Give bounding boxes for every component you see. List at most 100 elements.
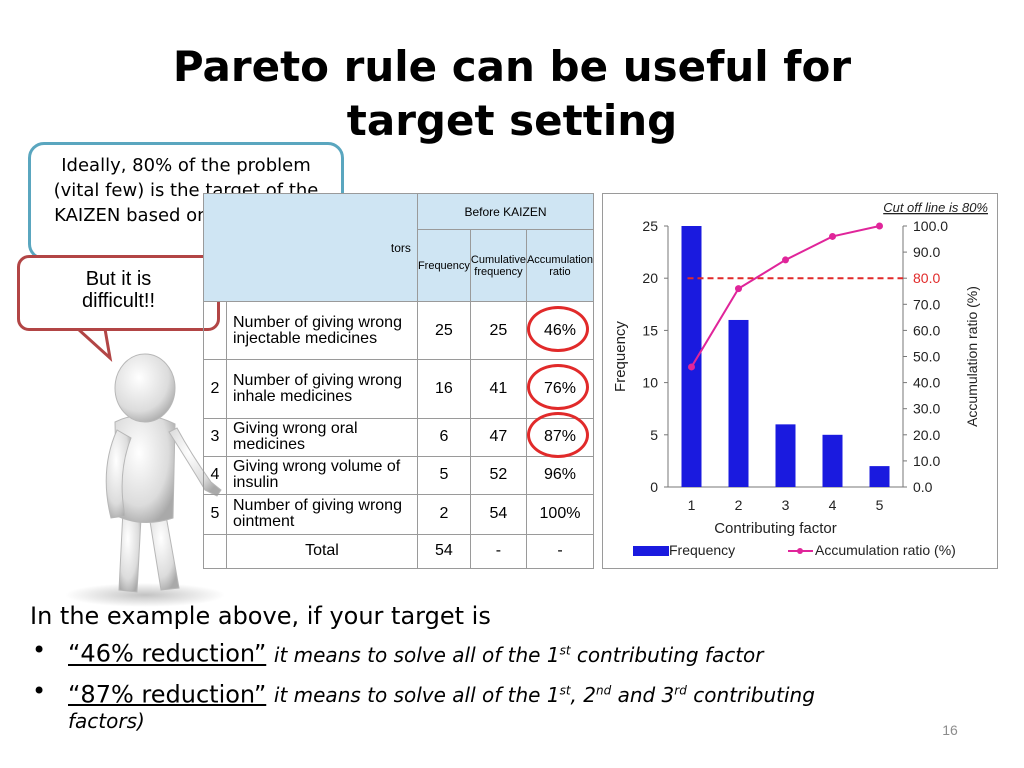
row-factor-name: Number of giving wrong ointment (226, 493, 418, 535)
row-accum-ratio: 87% (525, 412, 595, 459)
frequency-header: Frequency (416, 229, 471, 303)
y-right-tick-label: 100.0 (913, 218, 948, 234)
slide-title: Pareto rule can be useful for target set… (90, 40, 934, 148)
description-part: contributing (686, 683, 815, 708)
pareto-chart: 05101520250.010.020.030.040.050.060.070.… (612, 200, 988, 558)
bullet-highlight: “46% reduction” (68, 639, 267, 668)
row-index-text: 4 (210, 466, 220, 484)
y-tick-label: 25 (642, 218, 658, 234)
row-cumulative-text: 47 (489, 428, 508, 446)
accumulation-point (688, 363, 695, 371)
row-cumulative: 52 (469, 455, 527, 495)
table-row: 3 Giving wrong oral medicines 6 47 87% (203, 412, 595, 459)
legend-frequency-swatch (633, 546, 669, 556)
ordinal-suffix: st (559, 643, 571, 657)
row-cumulative-text: 25 (489, 321, 508, 339)
y-tick-label: 15 (642, 322, 658, 338)
row-accum-ratio-text: 100% (539, 505, 581, 523)
legend-accumulation-label: Accumulation ratio (%) (815, 542, 956, 558)
frequency-bar (822, 434, 843, 487)
table-row: 2 Number of giving wrong inhale medicines… (203, 359, 595, 419)
highlight-circle (526, 412, 589, 459)
x-tick-label: 4 (829, 497, 837, 513)
frequency-bar (775, 424, 796, 487)
difficult-callout-text: But it is difficult!! (82, 268, 155, 312)
frequency-bar (869, 466, 890, 487)
page-number: 16 (942, 722, 958, 738)
row-cumulative: 47 (469, 417, 527, 457)
y-right-tick-label: 70.0 (913, 296, 940, 312)
row-index: 2 (203, 359, 227, 419)
row-cumulative: 54 (469, 493, 527, 535)
row-frequency: 16 (416, 359, 471, 419)
row-accum-ratio: 46% (525, 301, 595, 361)
row-index: 5 (203, 493, 227, 535)
y-tick-label: 0 (650, 479, 658, 495)
pareto-table: tors Before KAIZEN Frequency Cumulative … (203, 192, 595, 570)
highlight-circle (526, 363, 589, 410)
description-part: , 2 (570, 683, 596, 708)
description-part: and 3 (611, 683, 675, 708)
ordinal-suffix: st (559, 683, 571, 698)
legend-frequency-label: Frequency (669, 542, 735, 558)
row-cumulative: 25 (469, 301, 527, 361)
x-tick-label: 1 (688, 497, 696, 513)
total-freq: 54 (416, 533, 471, 570)
description-part: it means to solve all of the 1 (273, 683, 560, 708)
row-index-text: 2 (210, 379, 220, 397)
ordinal-suffix: nd (595, 683, 612, 698)
row-accum-ratio: 96% (525, 455, 595, 495)
row-frequency: 5 (416, 455, 471, 495)
frequency-bar (681, 226, 702, 487)
row-factor-name-text: Giving wrong oral medicines (233, 420, 358, 454)
row-frequency: 2 (416, 493, 471, 535)
row-accum-ratio: 100% (525, 493, 595, 535)
y-tick-label: 10 (642, 375, 658, 391)
cutoff-label: Cut off line is 80% (883, 200, 988, 215)
row-frequency: 25 (416, 301, 471, 361)
pareto-chart-frame: 0 5 10 15 20 25 0.0 10.0 20.0 30.0 40.0 50.0 60.0 70.… (602, 193, 998, 569)
lead-text: In the example above, if your target is (30, 602, 491, 630)
bullet-item: • “46% reduction” it means to solve all o… (30, 632, 990, 673)
y-axis-label-right: Accumulation ratio (%) (964, 286, 980, 427)
table-row: 4 Giving wrong volume of insulin 5 52 96% (203, 455, 595, 495)
stick-figure-illustration (65, 353, 225, 607)
x-tick-label: 5 (876, 497, 884, 513)
y-right-tick-label: 30.0 (913, 401, 940, 417)
y-right-tick-label: 60.0 (913, 322, 940, 338)
row-frequency-text: 16 (435, 379, 453, 397)
highlight-circle (526, 305, 589, 352)
table-row: 5 Number of giving wrong ointment 2 54 100% (203, 493, 595, 535)
legend-accumulation-swatch-point (797, 548, 803, 554)
y-right-tick-label: 80.0 (913, 270, 940, 286)
row-factor-name: Giving wrong oral medicines (226, 417, 418, 457)
accumulation-point (782, 256, 789, 264)
row-frequency-text: 25 (435, 321, 453, 339)
accumulation-point (876, 222, 883, 230)
total-idx (203, 533, 227, 570)
x-tick-label: 2 (735, 497, 743, 513)
total-label: Total (226, 533, 418, 570)
y-tick-label: 5 (650, 427, 658, 443)
row-accum-ratio: 76% (525, 359, 595, 419)
x-axis-label: Contributing factor (714, 520, 837, 537)
y-right-tick-label: 50.0 (913, 349, 940, 365)
continuation-text: factors) (68, 709, 145, 734)
y-right-tick-label: 90.0 (913, 244, 940, 260)
accumulation-line (690, 225, 880, 368)
y-right-tick-label: 40.0 (913, 375, 940, 391)
row-cumulative-text: 52 (489, 466, 508, 484)
y-right-tick-label: 0.0 (913, 479, 933, 495)
frequency-bar (728, 319, 749, 487)
table-row: Number of giving wrong injectable medici… (203, 301, 595, 361)
bullet-item: • “87% reduction” it means to solve all o… (30, 673, 990, 714)
row-cumulative-text: 41 (489, 379, 508, 397)
factors-header-text: tors (390, 240, 411, 255)
before-kaizen-header: Before KAIZEN (416, 192, 595, 231)
row-frequency-text: 2 (439, 505, 449, 523)
bullet-marker: • (32, 676, 47, 705)
bullet-description: it means to solve all of the 1st contrib… (274, 643, 764, 667)
y-axis-label: Frequency (612, 321, 629, 392)
bullet-marker: • (32, 636, 47, 664)
factors-header: tors (203, 192, 418, 303)
